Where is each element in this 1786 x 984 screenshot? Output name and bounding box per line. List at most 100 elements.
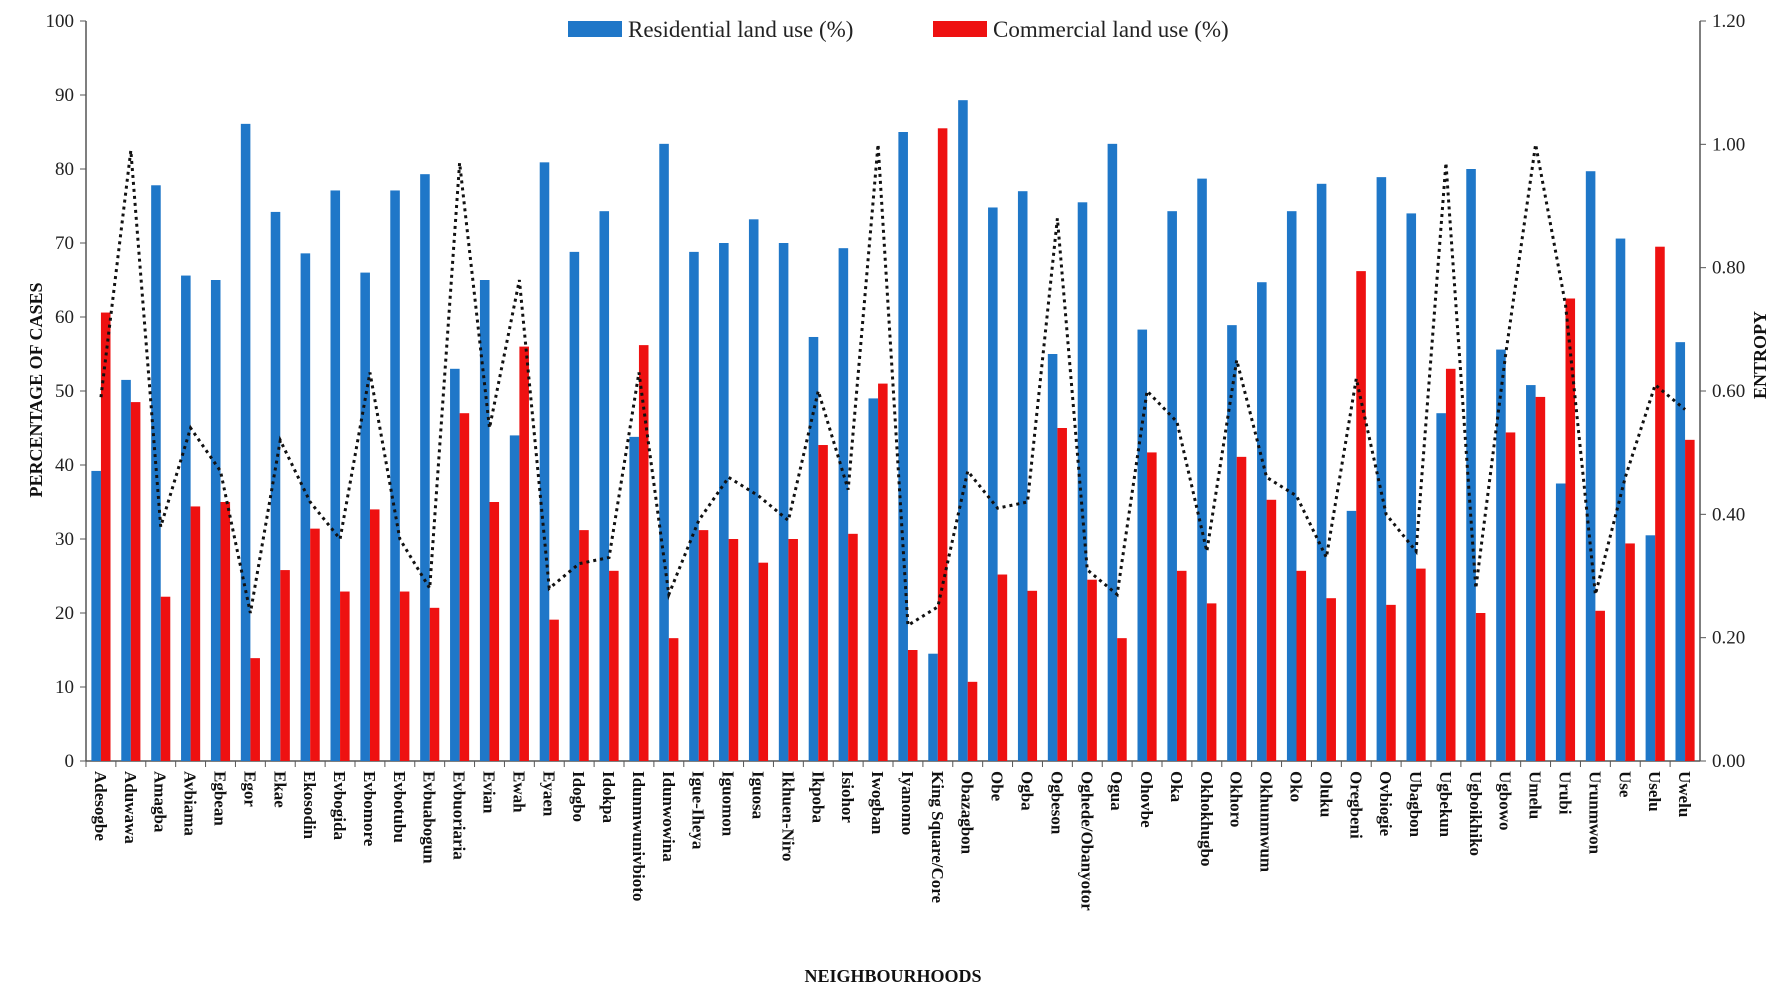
x-tick-label: Uwelu	[1675, 771, 1694, 817]
bar-residential	[1167, 211, 1177, 761]
bar-commercial	[1505, 432, 1516, 761]
bar-residential	[210, 280, 221, 761]
bar-commercial	[878, 383, 888, 761]
y2-tick-label: 0.80	[1712, 258, 1745, 279]
x-tick-label: Ovbiogie	[1376, 771, 1395, 837]
y2-tick-label: 1.20	[1712, 11, 1745, 32]
legend-swatch-commercial	[933, 21, 987, 37]
bar-residential	[240, 123, 251, 762]
bar-commercial	[280, 570, 290, 761]
bar-commercial	[1685, 439, 1695, 761]
x-tick-label: Evbomore	[360, 771, 379, 847]
x-tick-label: Evbuabogun	[420, 771, 439, 864]
bar-commercial	[728, 539, 739, 761]
x-tick-label: Ekosodin	[300, 771, 319, 840]
bar-commercial	[758, 562, 769, 761]
bar-residential	[569, 251, 580, 761]
bar-residential	[1406, 213, 1417, 761]
bar-commercial	[1356, 271, 1366, 761]
x-tick-label: Obazagbon	[958, 771, 977, 855]
x-tick-label: Ugbekun	[1436, 771, 1455, 838]
bar-commercial	[1236, 456, 1247, 761]
bar-residential	[1466, 169, 1476, 761]
bar-commercial	[1386, 604, 1396, 761]
x-tick-label: Aduwawa	[121, 771, 140, 844]
bar-commercial	[1475, 613, 1486, 761]
bar-residential	[330, 190, 341, 761]
bar-commercial	[1655, 246, 1665, 761]
bar-commercial	[579, 530, 589, 761]
x-tick-label: Okhunmwum	[1257, 771, 1276, 872]
bar-commercial	[160, 596, 171, 761]
bar-residential	[808, 336, 819, 761]
bar-residential	[181, 275, 191, 761]
bar-commercial	[1326, 598, 1336, 761]
bar-residential	[1286, 211, 1297, 761]
bar-commercial	[459, 413, 470, 761]
bar-commercial	[399, 591, 410, 761]
bar-residential	[1316, 183, 1327, 762]
bar-residential	[1615, 238, 1626, 761]
x-tick-label: Urubi	[1556, 771, 1575, 815]
bar-residential	[719, 243, 729, 761]
y2-tick-label: 1.00	[1712, 134, 1745, 155]
legend: Residential land use (%) Commercial land…	[568, 17, 1229, 42]
x-tick-label: Obe	[988, 771, 1007, 802]
x-tick-label: Ogua	[1107, 771, 1126, 811]
bar-residential	[1376, 177, 1387, 761]
bar-residential	[1197, 178, 1207, 761]
x-tick-label: Ewah	[509, 771, 528, 813]
bar-commercial	[489, 502, 500, 761]
x-tick-label: Evbuoriaria	[450, 771, 469, 860]
bar-commercial	[1296, 570, 1307, 761]
y-tick-label: 90	[55, 85, 74, 106]
x-tick-label: Oko	[1287, 771, 1306, 802]
bar-residential	[270, 211, 281, 762]
x-tick-label: Igue-Iheya	[689, 771, 708, 850]
bar-commercial	[1027, 590, 1038, 761]
bar-residential	[599, 211, 610, 761]
bar-commercial	[340, 591, 350, 761]
bar-commercial	[1057, 428, 1067, 761]
bar-residential	[1496, 349, 1506, 761]
bar-commercial	[220, 502, 231, 761]
bar-residential	[420, 174, 430, 761]
x-tick-label: Amagba	[151, 771, 170, 833]
bar-commercial	[250, 658, 260, 761]
bar-residential	[868, 398, 879, 761]
y-tick-label: 70	[55, 233, 74, 254]
bar-commercial	[788, 539, 798, 761]
x-tick-label: Iyanomo	[898, 771, 917, 835]
x-tick-label: Evbotubu	[390, 771, 409, 843]
bar-commercial	[1147, 452, 1157, 761]
bar-commercial	[549, 619, 559, 761]
bar-residential	[928, 653, 938, 761]
bar-commercial	[967, 681, 978, 761]
x-tick-label: Ogbeson	[1047, 771, 1066, 835]
y-axis-title: PERCENTAGE OF CASES	[26, 282, 46, 497]
bar-residential	[1526, 385, 1536, 761]
bar-residential	[509, 435, 520, 761]
x-tick-label: Umelu	[1526, 771, 1545, 819]
bar-residential	[91, 470, 101, 761]
x-tick-label: Avbiama	[181, 771, 200, 836]
bar-residential	[1675, 342, 1686, 761]
bar-commercial	[1087, 579, 1097, 761]
bar-commercial	[310, 528, 320, 761]
x-tick-label: Ikhuen-Niro	[778, 771, 797, 861]
bar-residential	[151, 185, 161, 761]
x-tick-label: Ikpoba	[808, 771, 827, 823]
x-tick-label: Adesogbe	[91, 771, 110, 841]
bar-commercial	[937, 128, 948, 762]
bar-residential	[1555, 483, 1566, 761]
bar-commercial	[907, 650, 918, 761]
y-tick-label: 100	[46, 11, 75, 32]
x-tick-label: Evbogida	[330, 771, 349, 840]
y-tick-label: 30	[55, 529, 74, 550]
bar-commercial	[519, 346, 529, 761]
legend-label-commercial: Commercial land use (%)	[993, 17, 1229, 42]
y-tick-label: 60	[55, 307, 74, 328]
x-tick-label: Ubagbon	[1406, 771, 1425, 838]
x-tick-label: Oka	[1167, 771, 1186, 803]
